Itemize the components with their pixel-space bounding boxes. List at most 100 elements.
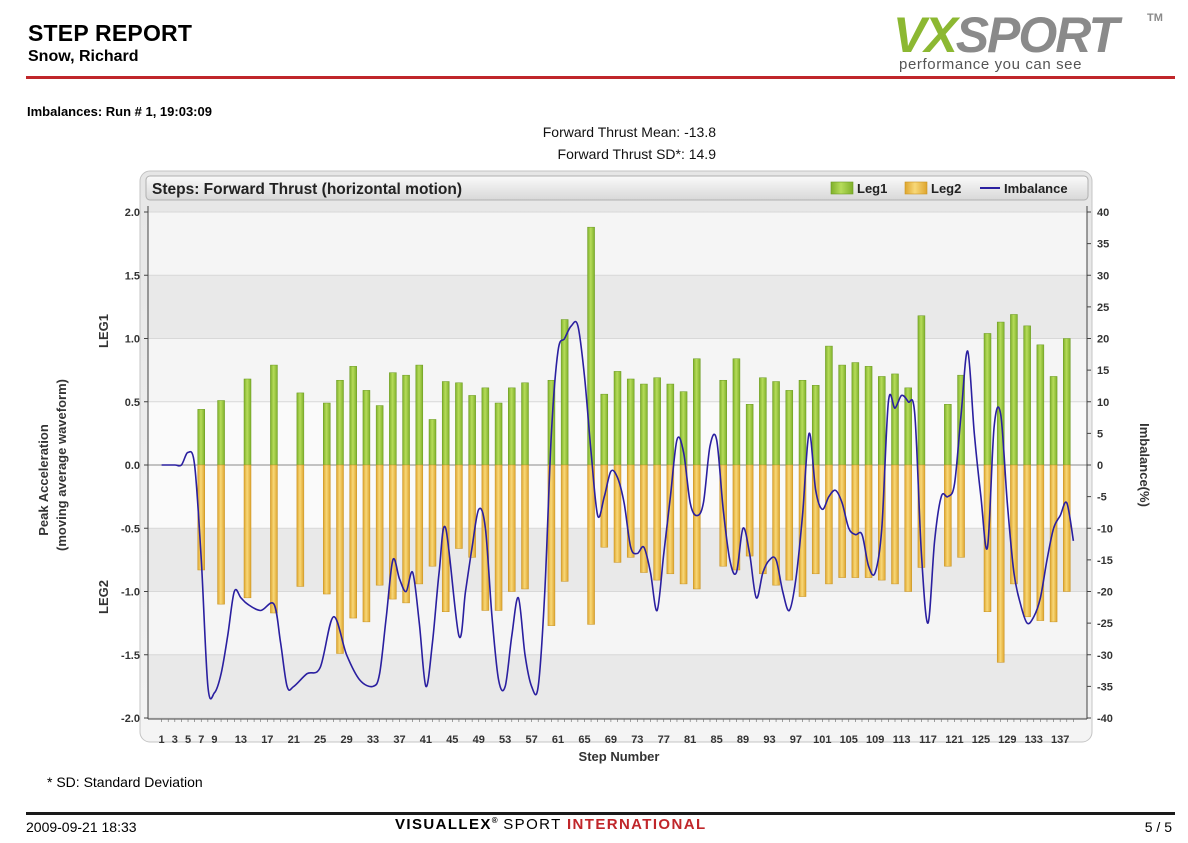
- left-tick-label: 0.5: [125, 397, 140, 409]
- leg1-bar: [653, 377, 661, 466]
- leg2-bar: [481, 464, 490, 611]
- leg2-bar: [613, 464, 622, 563]
- plot-band: [148, 212, 1087, 276]
- forward-thrust-mean: Forward Thrust Mean: -13.8: [542, 124, 716, 140]
- leg2-bar: [1023, 464, 1031, 618]
- plot-band: [148, 275, 1087, 339]
- leg2-bar: [547, 464, 556, 626]
- leg2-bar: [944, 464, 952, 567]
- leg2-bar: [296, 464, 305, 587]
- forward-thrust-sd: Forward Thrust SD*: 14.9: [557, 146, 716, 162]
- x-tick-label: 125: [972, 734, 990, 746]
- footer-brand: VISUALLEX® SPORT INTERNATIONAL: [395, 816, 707, 833]
- x-tick-label: 9: [211, 734, 217, 746]
- leg2-bar: [666, 464, 675, 575]
- vxsport-logo: VXSPORT TM performance you can see: [893, 8, 1173, 74]
- page-number: 5 / 5: [1144, 819, 1172, 835]
- leg2-bar: [560, 464, 569, 582]
- x-tick-label: 105: [840, 734, 858, 746]
- x-tick-label: 25: [314, 734, 326, 746]
- y-axis-title: Peak Acceleration: [36, 424, 51, 536]
- brand-reg-mark: ®: [491, 816, 498, 825]
- logo-sport-text: SPORT: [955, 7, 1119, 63]
- leg1-bar: [243, 378, 252, 466]
- leg1-bar: [798, 379, 807, 466]
- leg1-bar: [745, 404, 754, 466]
- leg2-bar: [864, 464, 873, 578]
- leg1-bar: [323, 402, 331, 466]
- x-tick-label: 109: [866, 734, 884, 746]
- x-tick-label: 65: [578, 734, 590, 746]
- leg1-bar: [811, 385, 820, 466]
- leg2-bar: [362, 464, 371, 623]
- legend-imbalance-label: Imbalance: [1004, 181, 1068, 196]
- leg2-bar: [508, 464, 516, 592]
- leg2-bar: [587, 464, 595, 625]
- x-tick-label: 61: [552, 734, 564, 746]
- leg1-bar: [481, 387, 490, 466]
- leg1-bar: [217, 400, 225, 466]
- x-tick-label: 37: [393, 734, 405, 746]
- leg1-bar: [693, 358, 701, 466]
- leg2-bar: [217, 464, 225, 605]
- leg1-bar: [666, 383, 675, 466]
- leg1-bar: [600, 393, 609, 466]
- leg2-bars: [197, 464, 1071, 663]
- logo-tagline: performance you can see: [899, 56, 1083, 73]
- right-tick-label: -35: [1097, 681, 1113, 693]
- axis-labels: Step Number Peak Acceleration (moving aver…: [36, 314, 1152, 764]
- leg2-bar: [270, 464, 278, 614]
- brand-visuallex: VISUALLEX: [395, 816, 492, 833]
- leg1-bar: [640, 383, 648, 466]
- leg1-bar: [772, 381, 780, 466]
- leg1-bar: [613, 371, 622, 466]
- x-tick-label: 73: [631, 734, 643, 746]
- leg2-bar: [521, 464, 529, 590]
- x-tick-label: 1: [159, 734, 165, 746]
- leg2-bar: [323, 464, 331, 595]
- plot-band: [148, 654, 1087, 718]
- x-tick-label: 45: [446, 734, 458, 746]
- leg1-bar: [349, 366, 357, 466]
- legend-leg1-label: Leg1: [857, 181, 887, 196]
- leg1-bar: [402, 374, 410, 466]
- report-date: 2009-09-21 18:33: [26, 819, 137, 835]
- section-heading: Imbalances: Run # 1, 19:03:09: [27, 104, 212, 119]
- leg1-bar: [719, 379, 727, 466]
- leg2-bar: [640, 464, 648, 573]
- x-tick-label: 121: [945, 734, 963, 746]
- header-divider: [26, 76, 1175, 79]
- x-tick-label: 133: [1025, 734, 1043, 746]
- leg2-bar: [389, 464, 397, 600]
- report-title: STEP REPORT: [28, 20, 193, 46]
- leg1-bar: [494, 402, 503, 466]
- left-tick-label: -2.0: [121, 713, 140, 725]
- left-tick-label: 0.0: [125, 460, 140, 472]
- leg2-bar: [415, 464, 424, 585]
- leg1-bar: [197, 409, 205, 466]
- x-tick-label: 81: [684, 734, 696, 746]
- leg1-bar: [838, 364, 846, 466]
- left-tick-label: 1.5: [125, 270, 140, 282]
- leg1-bar: [508, 387, 516, 466]
- leg2-bar: [375, 464, 384, 586]
- leg1-bar: [1010, 314, 1018, 466]
- right-tick-label: 10: [1097, 397, 1109, 409]
- leg2-bar: [679, 464, 688, 585]
- leg1-bar: [825, 345, 833, 466]
- right-tick-label: -40: [1097, 713, 1113, 725]
- leg2-bar: [243, 464, 252, 599]
- x-axis-title: Step Number: [579, 749, 660, 764]
- leg1-bar: [362, 390, 371, 466]
- plot-band: [148, 591, 1087, 655]
- x-tick-label: 97: [790, 734, 802, 746]
- footer-divider: [26, 812, 1175, 815]
- leg1-bar: [626, 378, 635, 466]
- leg2-bar: [600, 464, 609, 548]
- leg1-bar: [944, 404, 952, 466]
- logo-tm-mark: TM: [1147, 12, 1163, 24]
- leg2-bar: [798, 464, 807, 597]
- leg1-bar: [428, 419, 437, 466]
- logo-vx-text: VX: [893, 7, 958, 63]
